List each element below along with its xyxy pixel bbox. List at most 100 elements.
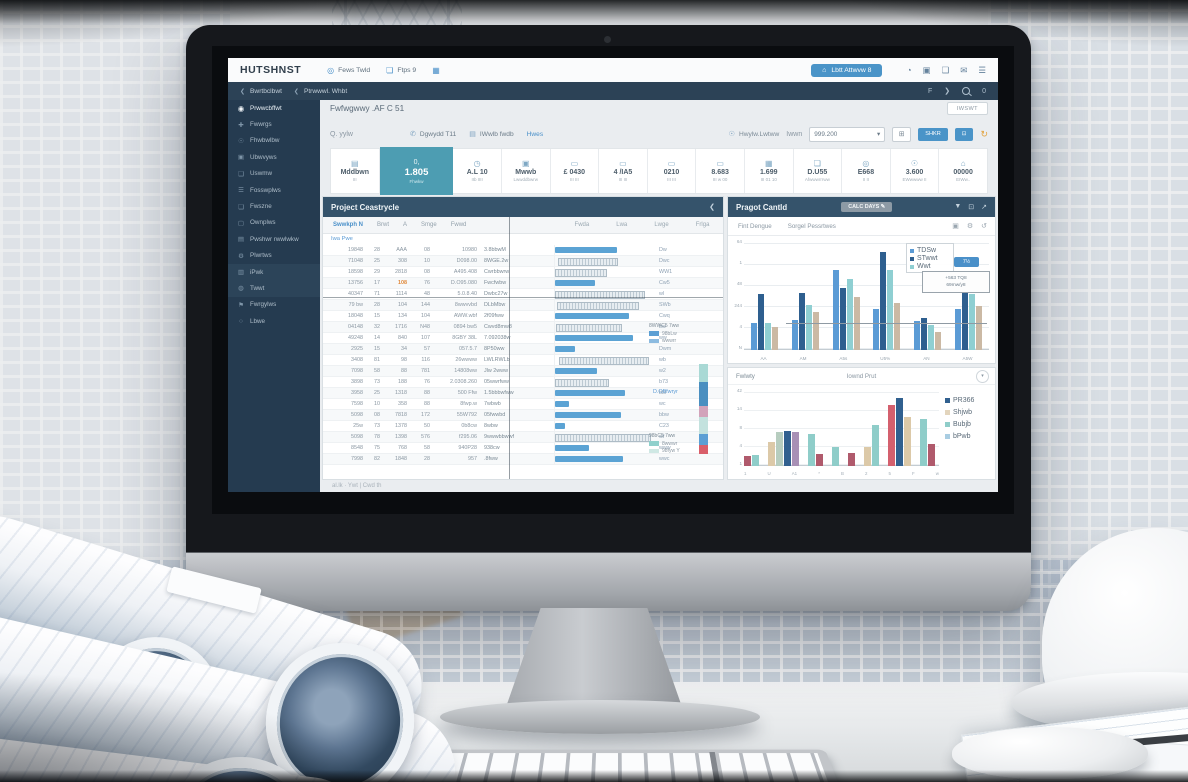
right-panel-tab-1[interactable]: Sorgel Pessrtwes (787, 222, 836, 230)
table-row-10[interactable]: 3408 81 98 116 26wwww LWLRWLb wb (323, 355, 723, 366)
left-panel-tab-1[interactable]: Brwt (377, 222, 390, 228)
save-icon[interactable]: ▣ (952, 223, 959, 230)
forward-icon[interactable]: ❯ (944, 88, 951, 95)
search-icon[interactable] (962, 87, 971, 95)
cell-name: 8WGE.2w (484, 258, 509, 264)
table-row-2[interactable]: 18598 29 2818 08 A495.408 Cwrbbwrw WW1 (323, 267, 723, 278)
stat-card-2[interactable]: ◷ A.L 10 IIb IIII (453, 149, 502, 193)
breadcrumb-item-1[interactable]: ❮ Ptrwwwl. Whbt (294, 88, 347, 95)
value-select[interactable]: 999.200 ▾ (809, 126, 886, 142)
sidebar-item-7[interactable]: ▢ Ownplws (228, 215, 320, 231)
history-icon[interactable]: ◔ (906, 64, 912, 75)
sidebar-item-5[interactable]: ☰ Fosswplws (228, 182, 320, 198)
table-row-17[interactable]: 5098 78 1398 576 f295.06 9wwwbbwwf wf (323, 432, 723, 443)
toolbar-link-1[interactable]: ▤ IWwlb fwdb (469, 130, 513, 139)
gantt-cell (554, 432, 655, 442)
sidebar-item-13[interactable]: ○ Lbwe (228, 313, 320, 329)
table-link[interactable]: Iwa Pwe (331, 236, 353, 242)
topbar-menu-item-2[interactable]: ▦ (432, 66, 440, 75)
menu-icon[interactable]: ☰ (978, 64, 986, 75)
insert-button[interactable]: IWSWT (946, 102, 988, 115)
mail-icon[interactable]: ✉ (960, 64, 968, 75)
table-row-0[interactable]: 19848 28 AAA 08 10980 3.8bbwM Dw (323, 245, 723, 256)
right-panel-tab-0[interactable]: Fint Dengue (738, 222, 772, 230)
toolbar-link-0[interactable]: ✆ Dgwydd T11 (410, 130, 456, 139)
left-panel-tab-4[interactable]: Fwwd (450, 222, 467, 228)
share-icon[interactable]: ↗ (981, 204, 987, 211)
zero-badge[interactable]: 0 (982, 87, 986, 95)
sidebar-item-1[interactable]: ✚ Fwwrgs (228, 116, 320, 132)
table-row-8[interactable]: 49248 14 840 107 8GBY 38L 7.092038w ww (323, 333, 723, 344)
cell-tail: wwc (659, 456, 670, 462)
confirm-icon-button[interactable]: ⊡ (954, 127, 974, 141)
cell-c2: 81 (374, 357, 380, 363)
stat-card-11[interactable]: ☉ 3.600 EWwwww II (891, 149, 940, 193)
table-row-6[interactable]: 18048 15 134 104 AWW.wbf 2f09fww Cwq (323, 311, 723, 322)
apply-button[interactable]: SHKR (918, 127, 948, 141)
table-row-12[interactable]: 3898 73 188 76 2.0308.260 05wwrfww b73 (323, 377, 723, 388)
gantt-legend-bottom: 98bC5 7ww 8wwwr 98fyw Y (649, 433, 680, 454)
chat-icon[interactable]: ❑ (941, 64, 950, 75)
undo-icon[interactable]: ↺ (981, 223, 987, 230)
table-row-7[interactable]: 04148 32 1716 N48 0894 bw5 Cwvd8mw8 bw (323, 322, 723, 333)
table-row-14[interactable]: 7598 10 358 88 8fwp.w 7wbwb wc (323, 399, 723, 410)
collapse-icon[interactable]: ❮ (709, 204, 715, 211)
search-input[interactable]: Q. yylw (330, 130, 353, 138)
sidebar-item-label: Ownplws (250, 219, 276, 227)
cell-c5: 0894 bw5 (453, 324, 477, 330)
table-row-5[interactable]: 79 bw 28 104 144 8wwvvbd DLbMbw SWb (323, 300, 723, 311)
table-row-16[interactable]: 25w 73 1378 50 0b8cw 8wbw C23 (323, 421, 723, 432)
stat-card-3[interactable]: ▣ Mwwb Lwwddbwrw (502, 149, 551, 193)
refresh-icon[interactable]: ↻ (980, 128, 988, 139)
stat-card-10[interactable]: ◎ E668 II II (842, 149, 891, 193)
filter-icon[interactable]: ▼ (954, 203, 962, 210)
chart2-bar (744, 455, 751, 466)
topbar-menu-item-0[interactable]: ◎ Fews Twld (327, 66, 370, 75)
cell-c2: 75 (374, 445, 380, 451)
gantt-mid-link[interactable]: D.OBfwryr (653, 389, 678, 395)
sidebar-item-2[interactable]: ☉ Fhwbwlbw (228, 133, 320, 149)
topbar-menu-item-1[interactable]: ❏ Ftps 9 (386, 66, 416, 75)
sidebar-item-10[interactable]: ▥ iPwk (228, 263, 320, 281)
left-panel-tab-0[interactable]: Swwkph N (333, 222, 364, 228)
stat-card-4[interactable]: ▭ £ 0430 III III (551, 149, 600, 193)
gantt-cell (554, 344, 655, 354)
sidebar-item-3[interactable]: ▣ Ubwvyws (228, 149, 320, 165)
left-panel-tab-2[interactable]: A (403, 222, 408, 228)
stat-card-0[interactable]: ▤ Mddbwn III (331, 149, 380, 193)
copy-button[interactable]: ⊞ (892, 126, 912, 142)
stat-card-9[interactable]: ❏ D.U55 Afwwwrrrww (794, 149, 843, 193)
sidebar-item-6[interactable]: ❏ Fwszne (228, 198, 320, 214)
stat-card-1[interactable]: 0, 1.805 Fhwkw (379, 147, 454, 195)
calc-days-button[interactable]: CALC DAYS ✎ (841, 202, 893, 212)
table-row-3[interactable]: 13756 17 108 76 D.O95.080 Fwcfwbw Cw5 (323, 278, 723, 289)
table-row-11[interactable]: 7098 58 88 781 14808ww Jlw 2www w2 (323, 366, 723, 377)
left-panel-tab-3[interactable]: Smge (421, 222, 437, 228)
chart2-dropdown-button[interactable]: ▾ (976, 369, 989, 383)
table-row-15[interactable]: 5098 08 7818 172 55W792 05fwwbd bbw (323, 410, 723, 421)
table-row-19[interactable]: 7998 82 1848 28 957 .8fww wwc (323, 454, 723, 465)
sidebar-item-4[interactable]: ❑ Uswmw (228, 166, 320, 182)
table-row-18[interactable]: 8548 75 768 58 940P28 938cw www (323, 443, 723, 454)
table-row-1[interactable]: 71048 25 308 10 D098.00 8WGE.2w Dwc (323, 256, 723, 267)
cta-button[interactable]: ⌂ Lbtt Attwvw 8 (811, 63, 883, 77)
stat-card-7[interactable]: ▭ 8.683 III w 00 (696, 149, 745, 193)
frame-icon[interactable]: ⊡ (968, 204, 975, 211)
sidebar-item-8[interactable]: ▤ Pwshwr rwwlwkw (228, 231, 320, 247)
table-row-13[interactable]: 3958 25 1318 88 500 Ffw 1.5bbbwfww bbl (323, 388, 723, 399)
stat-card-12[interactable]: ⌂ 00000 EIWw.. (939, 149, 987, 193)
breadcrumb-item-0[interactable]: ❮ Bwrtbclbwt (240, 88, 282, 95)
table-row-4[interactable]: 40347 71 1114 48 5.0.8.40 Dwbc27w wl (323, 289, 723, 300)
stat-card-6[interactable]: ▭ 0210 III III (648, 149, 697, 193)
stat-card-5[interactable]: ▭ 4 /IA5 III III (599, 149, 648, 193)
toolbar-link-2[interactable]: Hwes (527, 130, 544, 138)
video-icon[interactable]: ▣ (922, 64, 931, 75)
stat-card-8[interactable]: ▦ 1.699 III 01 10 (745, 149, 794, 193)
fx-icon[interactable]: F (927, 87, 933, 95)
sidebar-item-11[interactable]: ◍ Twwt (228, 280, 320, 297)
sidebar-item-0[interactable]: ◉ Prwwcbffwt (228, 100, 320, 116)
sidebar-item-12[interactable]: ⚑ Fwrgylws (228, 297, 320, 313)
table-row-9[interactable]: 2925 15 34 57 057.5.7 8P50ww Dwm (323, 344, 723, 355)
gear-icon[interactable]: ⚙ (966, 223, 974, 230)
sidebar-item-9[interactable]: ⚙ Plwrtws (228, 248, 320, 264)
